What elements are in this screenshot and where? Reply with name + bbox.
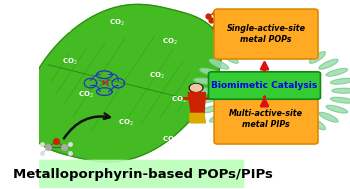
Polygon shape — [190, 113, 205, 123]
Polygon shape — [237, 46, 250, 59]
Polygon shape — [200, 68, 222, 76]
Polygon shape — [319, 59, 338, 69]
FancyBboxPatch shape — [209, 72, 321, 99]
FancyBboxPatch shape — [214, 94, 318, 144]
Polygon shape — [330, 78, 350, 84]
Polygon shape — [210, 59, 229, 69]
Text: CO$_2$: CO$_2$ — [171, 95, 187, 105]
Text: CO$_2$: CO$_2$ — [162, 135, 177, 145]
Polygon shape — [298, 122, 310, 136]
Polygon shape — [25, 4, 222, 162]
FancyBboxPatch shape — [214, 9, 318, 59]
Polygon shape — [194, 78, 217, 84]
Polygon shape — [309, 118, 326, 130]
Polygon shape — [319, 112, 338, 122]
Text: Biomimetic Catalysis: Biomimetic Catalysis — [211, 81, 317, 90]
Polygon shape — [285, 125, 294, 139]
Polygon shape — [200, 105, 222, 113]
Text: Metalloporphyrin-based POPs/PIPs: Metalloporphyrin-based POPs/PIPs — [13, 168, 273, 181]
Polygon shape — [222, 118, 238, 130]
Polygon shape — [330, 97, 350, 103]
Polygon shape — [210, 112, 229, 122]
Text: M: M — [101, 80, 108, 86]
Polygon shape — [309, 52, 326, 63]
Text: CO$_2$: CO$_2$ — [162, 36, 177, 47]
Polygon shape — [237, 122, 250, 136]
Polygon shape — [298, 46, 310, 59]
Polygon shape — [270, 126, 278, 140]
FancyBboxPatch shape — [39, 160, 244, 188]
Polygon shape — [222, 52, 238, 63]
Polygon shape — [326, 68, 348, 76]
Text: CO$_2$: CO$_2$ — [62, 57, 78, 67]
Polygon shape — [253, 42, 263, 56]
Circle shape — [189, 84, 203, 92]
Text: CO$_2$: CO$_2$ — [78, 89, 93, 100]
Polygon shape — [192, 88, 216, 93]
Circle shape — [190, 84, 202, 91]
Polygon shape — [270, 41, 278, 55]
Polygon shape — [253, 125, 263, 139]
Text: Multi-active-site
metal PIPs: Multi-active-site metal PIPs — [229, 109, 303, 129]
Text: Single-active-site
metal POPs: Single-active-site metal POPs — [226, 24, 306, 44]
Text: CO$_2$: CO$_2$ — [109, 18, 125, 28]
Polygon shape — [332, 88, 350, 93]
Polygon shape — [326, 105, 348, 113]
Polygon shape — [285, 42, 294, 56]
Text: CO$_2$: CO$_2$ — [149, 70, 165, 81]
Text: CO$_2$: CO$_2$ — [118, 118, 134, 128]
Polygon shape — [194, 97, 217, 103]
Text: CO$_2$: CO$_2$ — [56, 25, 72, 35]
Polygon shape — [188, 93, 205, 115]
